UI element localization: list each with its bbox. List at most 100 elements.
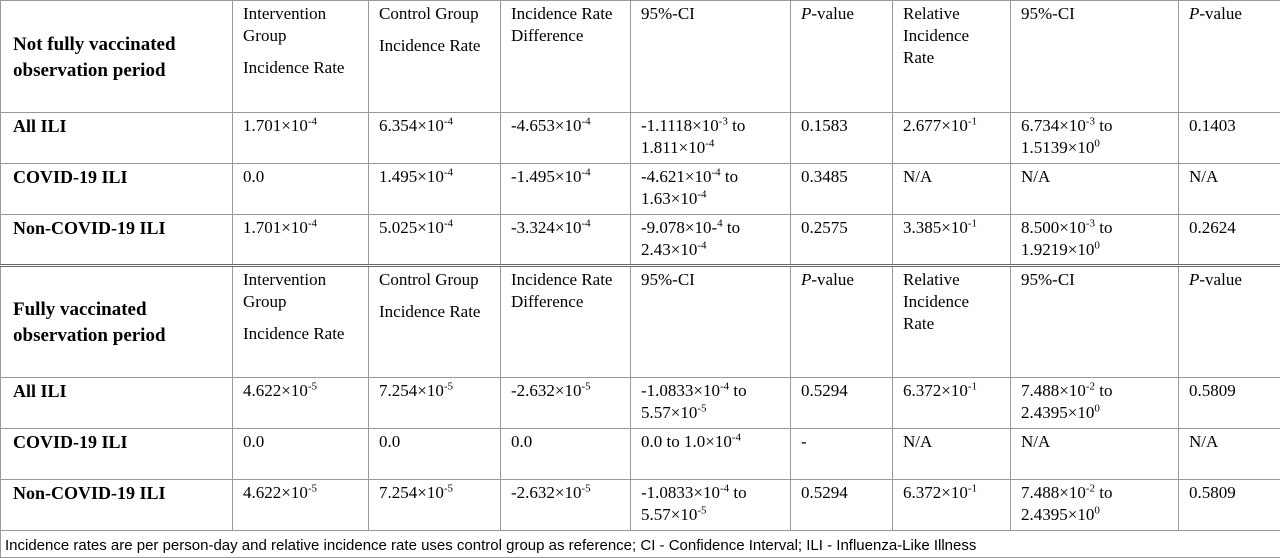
cell: 0.5809 xyxy=(1178,377,1280,429)
text: Relative Incidence Rate xyxy=(903,4,970,67)
exponent: -5 xyxy=(581,380,591,393)
column-header: P-value xyxy=(790,264,893,378)
text: 1.0×10 xyxy=(683,432,732,451)
exponent: -1 xyxy=(967,115,978,128)
text: 3.385×10 xyxy=(903,218,968,237)
text: 0.0 xyxy=(243,432,265,451)
text: 0.2624 xyxy=(1189,218,1236,237)
cell: -2.632×10-5 xyxy=(500,479,631,531)
column-header: 95%-CI xyxy=(630,264,791,378)
text: Intervention Group xyxy=(243,4,327,45)
text: N/A xyxy=(1021,432,1051,451)
cell: 1.495×10-4 xyxy=(368,163,501,215)
text: 0.1403 xyxy=(1189,116,1236,135)
text: -4.653×10 xyxy=(511,116,582,135)
cell: -1.495×10-4 xyxy=(500,163,631,215)
cell: 4.622×10-5 xyxy=(232,377,369,429)
cell: -2.632×10-5 xyxy=(500,377,631,429)
text: 1.701×10 xyxy=(243,218,308,237)
exponent: -5 xyxy=(443,482,454,495)
header-line: P-value xyxy=(801,3,884,25)
text: to xyxy=(729,381,747,400)
exponent: -2 xyxy=(1085,482,1096,495)
exponent: -1 xyxy=(967,482,978,495)
section-title: Fully vaccinated observation period xyxy=(0,264,233,378)
text: 95%-CI xyxy=(641,270,695,289)
data-row: COVID-19 ILI 0.0 1.495×10-4 -1.495×10-4 -4.6… xyxy=(0,163,1280,215)
exponent: -4 xyxy=(731,431,741,444)
cell: 1.701×10-4 xyxy=(232,214,369,266)
section-title: Not fully vaccinated observation period xyxy=(0,0,233,113)
cell: 4.622×10-5 xyxy=(232,479,369,531)
header-line: P-value xyxy=(801,269,884,291)
row-label: All ILI xyxy=(0,112,233,164)
data-row: All ILI 1.701×10-4 6.354×10-4 -4.653×10-4 -1… xyxy=(0,112,1280,164)
text: -1.495×10 xyxy=(511,167,582,186)
column-header: Relative Incidence Rate xyxy=(892,264,1011,378)
header-line: Relative Incidence Rate xyxy=(903,3,1002,69)
text: 95%-CI xyxy=(641,4,695,23)
exponent: -4 xyxy=(705,137,715,150)
text: -1.1118×10 xyxy=(641,116,719,135)
text: Control Group xyxy=(379,270,479,289)
header-line: Incidence Rate xyxy=(243,323,360,345)
cell: N/A xyxy=(892,428,1011,480)
text: 7.254×10 xyxy=(379,381,444,400)
cell: -3.324×10-4 xyxy=(500,214,631,266)
cell: 0.5294 xyxy=(790,479,893,531)
exponent: -4 xyxy=(443,217,454,230)
text: 1.811×10 xyxy=(641,138,706,157)
exponent: -5 xyxy=(307,380,318,393)
data-row: All ILI 4.622×10-5 7.254×10-5 -2.632×10-5 -1… xyxy=(0,377,1280,429)
cell: 3.385×10-1 xyxy=(892,214,1011,266)
cell: 0.3485 xyxy=(790,163,893,215)
text: 1.5139×10 xyxy=(1021,138,1095,157)
text: Incidence Rate Difference xyxy=(511,4,613,45)
text: Incidence Rate xyxy=(379,36,481,55)
text: 0.5294 xyxy=(801,483,848,502)
exponent: -4 xyxy=(581,115,591,128)
cell: -1.1118×10-3 to 1.811×10-4 xyxy=(630,112,791,164)
text: 2.4395×10 xyxy=(1021,505,1095,524)
text: to xyxy=(720,167,739,186)
header-line: P-value xyxy=(1189,269,1272,291)
text: -value xyxy=(1199,270,1242,289)
text: 1.701×10 xyxy=(243,116,308,135)
text: to xyxy=(1095,381,1113,400)
text: N/A xyxy=(903,167,933,186)
cell: 7.254×10-5 xyxy=(368,479,501,531)
text: 6.372×10 xyxy=(903,381,968,400)
header-line: Control Group xyxy=(379,3,492,25)
cell: 6.354×10-4 xyxy=(368,112,501,164)
cell: -4.621×10-4 to 1.63×10-4 xyxy=(630,163,791,215)
column-header: Incidence Rate Difference xyxy=(500,264,631,378)
text: 2.677×10 xyxy=(903,116,968,135)
header-line: 95%-CI xyxy=(1021,3,1170,25)
text: to xyxy=(722,218,741,237)
cell: 0.1583 xyxy=(790,112,893,164)
text: N/A xyxy=(1021,167,1051,186)
text: Incidence Rate xyxy=(243,58,345,77)
exponent: -5 xyxy=(697,504,707,517)
text: -2.632×10 xyxy=(511,381,582,400)
text: 2.43×10 xyxy=(641,240,698,259)
exponent: 4 xyxy=(717,217,723,230)
text: 0.1583 xyxy=(801,116,848,135)
text: Relative Incidence Rate xyxy=(903,270,970,333)
exponent: 0 xyxy=(1094,504,1100,517)
header-line: Intervention Group xyxy=(243,269,360,313)
text: 5.57×10 xyxy=(641,505,698,524)
text: N/A xyxy=(1189,432,1219,451)
text: 1.9219×10 xyxy=(1021,240,1095,259)
exponent: -5 xyxy=(581,482,591,495)
data-row: COVID-19 ILI 0.0 0.0 0.0 0.0 to 1.0×10-4- N/A… xyxy=(0,428,1280,480)
cell: 7.254×10-5 xyxy=(368,377,501,429)
header-line: P-value xyxy=(1189,3,1272,25)
text: 1.495×10 xyxy=(379,167,444,186)
cell: 1.701×10-4 xyxy=(232,112,369,164)
text: - xyxy=(801,432,807,451)
cell: 7.488×10-2 to 2.4395×100 xyxy=(1010,377,1179,429)
text: 0.2575 xyxy=(801,218,848,237)
text: -value xyxy=(1199,4,1242,23)
text: -4.621×10 xyxy=(641,167,712,186)
